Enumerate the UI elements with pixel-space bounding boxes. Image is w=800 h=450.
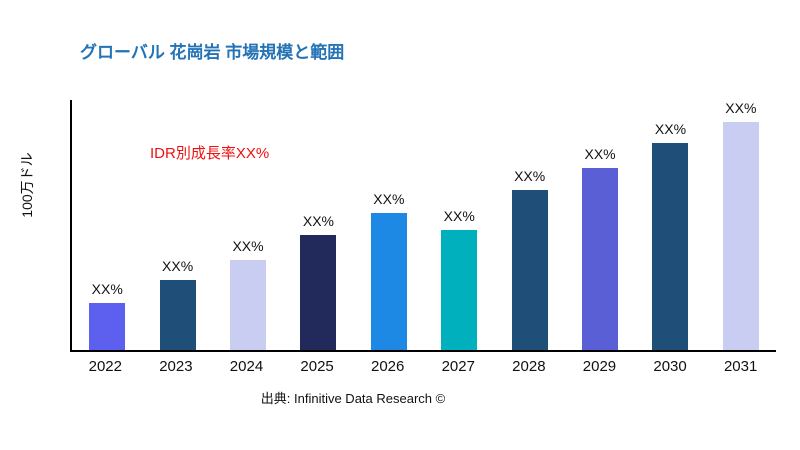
bar: [370, 212, 407, 350]
plot-area: IDR別成長率XX% XX% XX% XX% XX% XX% XX% XX% XX% XX% XX…: [70, 100, 776, 352]
bar: [582, 167, 619, 350]
bar-value-label: XX%: [443, 208, 475, 224]
bar-group: XX%: [354, 100, 424, 350]
bar: [722, 122, 759, 350]
bar-group: XX%: [635, 100, 705, 350]
x-axis-tick-label: 2028: [512, 358, 546, 375]
bar: [441, 230, 478, 350]
bar: [230, 260, 267, 350]
bar-group: XX%: [424, 100, 494, 350]
bar-group: XX%: [213, 100, 283, 350]
bar-value-label: XX%: [584, 145, 616, 162]
x-axis-tick-label: 2025: [300, 358, 334, 375]
bar-value-label: XX%: [654, 120, 687, 137]
x-axis-tick-label: 2026: [370, 358, 405, 375]
source-attribution: 出典: Infinitive Data Research ©: [260, 391, 446, 406]
x-axis-tick-label: 2023: [159, 358, 193, 375]
bar-value-label: XX%: [725, 100, 757, 116]
bar: [300, 235, 337, 350]
bar-value-label: XX%: [162, 258, 194, 274]
x-axis-tick-label: 2022: [88, 358, 122, 375]
bar-group: XX%: [565, 100, 635, 350]
bar-series: XX% XX% XX% XX% XX% XX% XX% XX% XX% XX%: [72, 100, 776, 350]
bar-group: XX%: [494, 100, 564, 350]
x-axis-tick-label: 2024: [229, 358, 264, 375]
bar: [159, 280, 196, 350]
bar: [511, 190, 548, 350]
bar-group: XX%: [283, 100, 353, 350]
bar: [89, 302, 126, 350]
x-axis-tick-label: 2031: [723, 358, 758, 375]
bar-value-label: XX%: [373, 190, 405, 207]
growth-rate-annotation: IDR別成長率XX%: [150, 145, 270, 162]
x-axis-tick-label: 2030: [653, 358, 687, 375]
bar-value-label: XX%: [514, 168, 546, 184]
bar-value-label: XX%: [232, 238, 264, 254]
x-axis-tick-label: 2027: [441, 358, 475, 375]
bar-value-label: XX%: [91, 280, 123, 297]
bar-group: XX%: [72, 100, 142, 350]
y-axis-label: 100万ドル: [19, 152, 35, 218]
bar-group: XX%: [706, 100, 776, 350]
x-axis-tick-labels: 2022 2023 2024 2025 2026 2027 2028 2029 2030 2031: [70, 358, 776, 375]
chart-title: グローバル 花崗岩 市場規模と範囲: [80, 43, 345, 62]
bar-value-label: XX%: [302, 213, 334, 229]
bar-group: XX%: [142, 100, 212, 350]
bar: [652, 142, 689, 350]
x-axis-tick-label: 2029: [582, 358, 617, 375]
